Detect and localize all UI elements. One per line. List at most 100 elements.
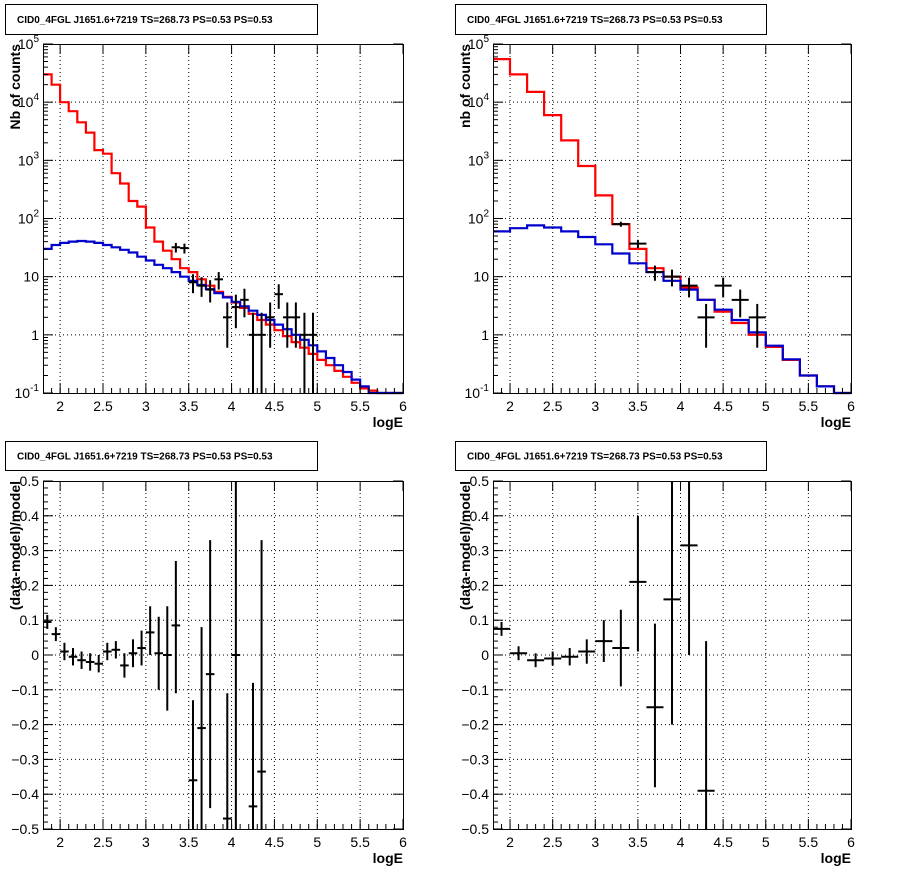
- x-tick-label: 4.5: [713, 398, 733, 414]
- x-tick-label: 5: [762, 398, 770, 414]
- y-tick-label: −0.3: [461, 751, 489, 767]
- chart-title: CID0_4FGL J1651.6+7219 TS=268.73 PS=0.53…: [17, 452, 273, 463]
- model-total-histogram: [43, 73, 403, 395]
- data-point: [274, 284, 283, 309]
- y-tick-label: 0.2: [470, 577, 490, 593]
- y-tick-label: 0.3: [20, 543, 40, 559]
- data-point: [205, 540, 215, 809]
- chart-br: CID0_4FGL J1651.6+7219 TS=268.73 PS=0.53…: [455, 441, 855, 866]
- data-point: [283, 302, 292, 348]
- y-tick-label: 0.3: [470, 543, 490, 559]
- x-tick-label: 3: [591, 834, 599, 850]
- x-tick-label: 5.5: [799, 834, 819, 850]
- data-point: [646, 265, 664, 281]
- y-tick-label: −0.1: [461, 682, 489, 698]
- x-tick-label: 5.5: [350, 834, 370, 850]
- x-tick-label: 2.5: [543, 398, 563, 414]
- x-tick-label: 3: [142, 834, 150, 850]
- x-tick-label: 2: [506, 398, 514, 414]
- y-tick-label: −0.1: [11, 682, 39, 698]
- y-tick-label: 0: [481, 647, 489, 663]
- data-point: [85, 653, 95, 671]
- data-point: [663, 481, 681, 725]
- data-point: [120, 653, 129, 678]
- data-point: [248, 312, 258, 393]
- x-tick-label: 6: [399, 834, 407, 850]
- data-point: [43, 614, 52, 629]
- data-point: [612, 609, 630, 687]
- y-tick-label: 104: [468, 92, 490, 110]
- data-point: [527, 653, 545, 668]
- data-point: [197, 277, 206, 297]
- data-point: [77, 651, 86, 669]
- y-tick-label: 0.5: [20, 473, 40, 489]
- chart-title: CID0_4FGL J1651.6+7219 TS=268.73 PS=0.53…: [467, 452, 723, 463]
- data-point: [223, 302, 232, 348]
- data-point: [257, 312, 266, 393]
- data-point: [103, 642, 112, 661]
- x-tick-label: 4.5: [265, 834, 285, 850]
- data-point: [714, 277, 732, 298]
- y-tick-label: 1: [31, 327, 39, 343]
- data-point: [663, 269, 681, 287]
- x-tick-label: 6: [399, 398, 407, 414]
- x-tick-label: 5: [313, 834, 321, 850]
- data-point: [137, 630, 146, 666]
- y-tick-label: 0.5: [470, 473, 490, 489]
- x-tick-label: 5: [313, 398, 321, 414]
- data-point: [291, 302, 301, 348]
- y-tick-label: −0.5: [11, 821, 39, 837]
- data-point: [180, 243, 189, 254]
- y-tick-label: −0.2: [461, 717, 489, 733]
- x-axis-label: logE: [373, 850, 403, 866]
- chart-tl: CID0_4FGL J1651.6+7219 TS=268.73 PS=0.53…: [5, 4, 407, 430]
- data-point: [60, 642, 69, 661]
- x-tick-label: 2.5: [93, 398, 113, 414]
- x-tick-label: 4: [677, 398, 685, 414]
- x-tick-label: 2: [56, 398, 64, 414]
- data-point: [171, 561, 181, 694]
- y-tick-label: 103: [468, 150, 490, 168]
- data-point: [748, 303, 766, 348]
- x-tick-label: 4: [677, 834, 685, 850]
- data-point: [128, 639, 138, 668]
- data-point: [265, 302, 275, 348]
- data-point: [223, 693, 232, 829]
- y-tick-label: −0.3: [11, 751, 39, 767]
- y-axis-label: (data-model)/model: [7, 481, 23, 610]
- chart-tr: CID0_4FGL J1651.6+7219 TS=268.73 PS=0.53…: [455, 4, 855, 430]
- x-tick-label: 6: [847, 398, 855, 414]
- data-point: [231, 294, 241, 329]
- chart-title-box: [455, 441, 767, 471]
- y-tick-label: 105: [468, 34, 490, 52]
- y-tick-label: −0.4: [11, 786, 39, 802]
- chart-title: CID0_4FGL J1651.6+7219 TS=268.73 PS=0.53…: [17, 15, 273, 26]
- x-tick-label: 4: [228, 834, 236, 850]
- data-point: [68, 648, 78, 666]
- chart-title-box: [455, 4, 767, 35]
- y-axis-label: Nb of counts: [7, 44, 23, 130]
- x-tick-label: 4.5: [265, 398, 285, 414]
- y-tick-label: 0.1: [20, 612, 40, 628]
- data-point: [544, 651, 562, 666]
- data-point: [595, 620, 613, 662]
- y-tick-label: 10-1: [465, 383, 490, 401]
- x-tick-label: 5: [762, 834, 770, 850]
- data-point: [145, 606, 155, 655]
- chart-bl: CID0_4FGL J1651.6+7219 TS=268.73 PS=0.53…: [5, 441, 407, 866]
- data-point: [231, 481, 241, 829]
- x-tick-label: 5.5: [799, 398, 819, 414]
- y-tick-label: 102: [18, 209, 40, 227]
- y-tick-label: 105: [18, 34, 40, 52]
- chart-title-box: [5, 441, 318, 471]
- source-model-histogram: [43, 239, 403, 395]
- y-tick-label: 10: [23, 269, 39, 285]
- data-point: [612, 221, 630, 227]
- y-tick-label: 103: [18, 150, 40, 168]
- y-tick-label: 10-1: [15, 383, 40, 401]
- x-tick-label: 2: [506, 834, 514, 850]
- y-axis-label: nb of counts: [457, 44, 473, 128]
- data-point: [163, 606, 172, 711]
- data-point: [578, 639, 596, 664]
